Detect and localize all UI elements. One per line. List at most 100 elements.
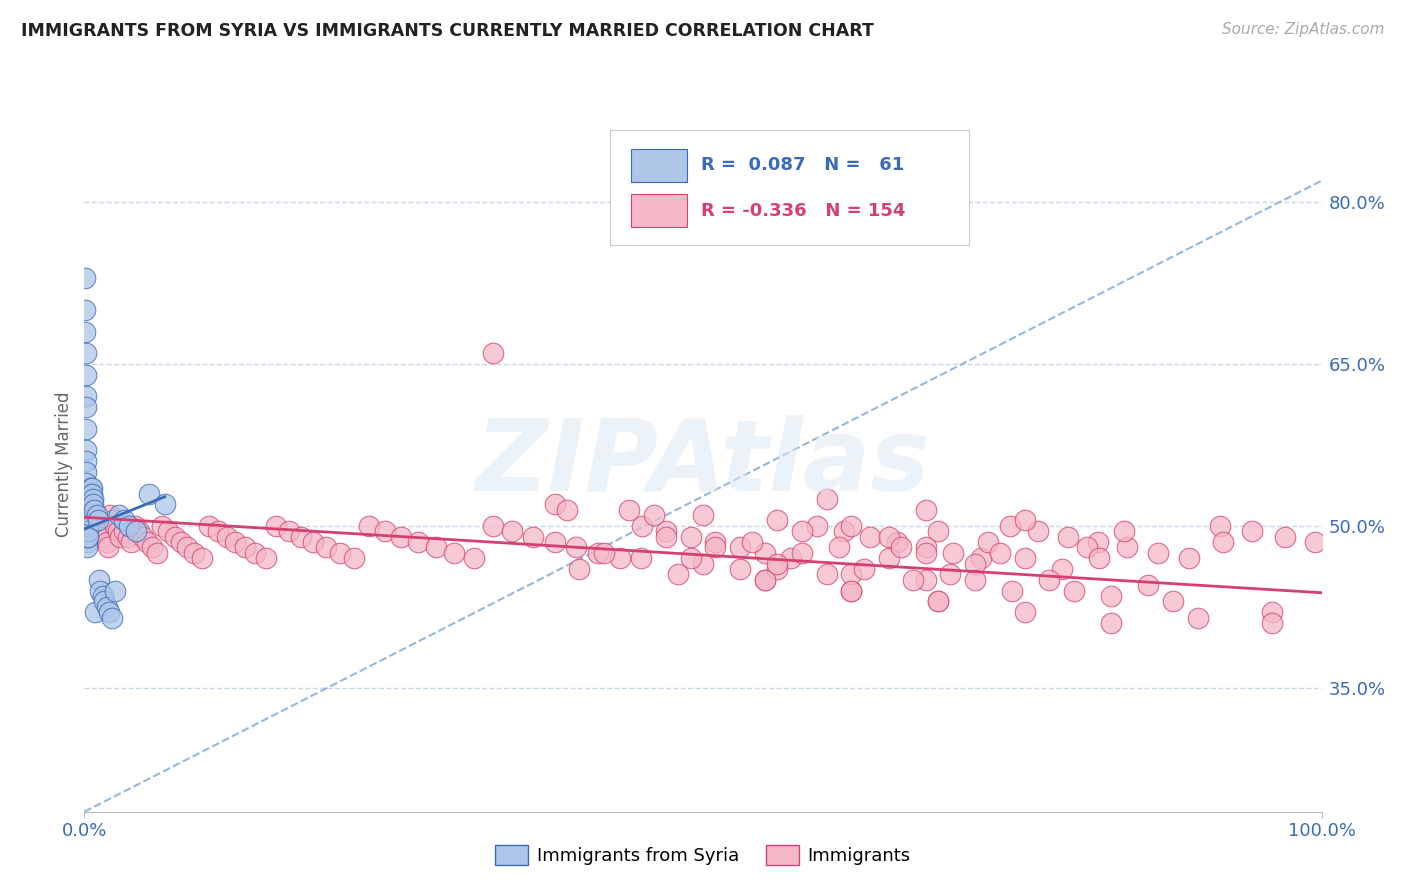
Point — [1187, 610, 1209, 624]
Point — [1001, 583, 1024, 598]
Legend: Immigrants from Syria, Immigrants: Immigrants from Syria, Immigrants — [488, 838, 918, 872]
Point — [125, 524, 148, 539]
Point — [1209, 519, 1232, 533]
Point — [841, 583, 863, 598]
Point — [666, 567, 689, 582]
Point — [83, 502, 105, 516]
Point — [112, 524, 135, 539]
Text: ZIPAtlas: ZIPAtlas — [475, 416, 931, 512]
Point — [890, 541, 912, 555]
Point — [1026, 524, 1049, 539]
Point — [927, 524, 949, 539]
Point — [1137, 578, 1160, 592]
Point — [79, 497, 101, 511]
Point — [75, 368, 97, 382]
Point — [998, 519, 1021, 533]
Point — [191, 551, 214, 566]
Point — [1241, 524, 1264, 539]
Point — [118, 519, 141, 533]
Point — [138, 486, 160, 500]
Point — [104, 583, 127, 598]
Point — [75, 401, 97, 415]
Point — [1050, 562, 1073, 576]
Point — [79, 491, 101, 506]
Point — [1305, 535, 1327, 549]
Point — [86, 508, 108, 522]
Text: Source: ZipAtlas.com: Source: ZipAtlas.com — [1222, 22, 1385, 37]
Point — [75, 486, 97, 500]
Point — [942, 546, 965, 560]
Point — [183, 546, 205, 560]
Point — [73, 270, 96, 285]
Point — [89, 573, 111, 587]
Point — [76, 530, 98, 544]
Point — [374, 524, 396, 539]
Point — [343, 551, 366, 566]
Point — [96, 599, 118, 614]
Point — [593, 546, 616, 560]
Point — [927, 594, 949, 608]
Point — [1178, 551, 1201, 566]
Point — [136, 535, 159, 549]
Point — [75, 346, 97, 360]
Y-axis label: Currently Married: Currently Married — [55, 391, 73, 537]
Point — [425, 541, 447, 555]
Point — [1212, 535, 1234, 549]
Point — [207, 524, 229, 539]
Point — [970, 551, 993, 566]
Point — [832, 524, 855, 539]
Point — [83, 508, 105, 522]
Point — [150, 519, 173, 533]
Point — [841, 567, 863, 582]
Point — [976, 535, 998, 549]
Point — [766, 562, 789, 576]
Point — [564, 541, 586, 555]
Point — [224, 535, 246, 549]
Point — [76, 513, 98, 527]
Point — [806, 519, 828, 533]
Point — [754, 573, 776, 587]
Text: R =  0.087   N =   61: R = 0.087 N = 61 — [700, 156, 904, 174]
Point — [1112, 524, 1135, 539]
Point — [124, 519, 146, 533]
Point — [939, 567, 962, 582]
Point — [254, 551, 277, 566]
Point — [82, 497, 104, 511]
Point — [754, 573, 776, 587]
Point — [75, 443, 97, 458]
Point — [329, 546, 352, 560]
Point — [76, 541, 98, 555]
Point — [988, 546, 1011, 560]
Point — [914, 546, 936, 560]
Point — [841, 583, 863, 598]
Point — [965, 557, 987, 571]
Point — [215, 530, 238, 544]
Point — [815, 567, 838, 582]
Point — [141, 541, 163, 555]
Point — [93, 530, 115, 544]
Point — [790, 524, 813, 539]
Point — [1161, 594, 1184, 608]
Point — [408, 535, 430, 549]
Point — [389, 530, 412, 544]
Point — [117, 530, 139, 544]
FancyBboxPatch shape — [631, 149, 688, 182]
Point — [112, 513, 135, 527]
Point — [1063, 583, 1085, 598]
Point — [728, 541, 751, 555]
Point — [77, 481, 100, 495]
Point — [481, 346, 503, 360]
Point — [1014, 605, 1036, 619]
Point — [463, 551, 485, 566]
Point — [741, 535, 763, 549]
Point — [1038, 573, 1060, 587]
Point — [120, 535, 142, 549]
Point — [481, 519, 503, 533]
Point — [73, 303, 96, 318]
Point — [80, 481, 103, 495]
Point — [877, 551, 900, 566]
Point — [79, 491, 101, 506]
Point — [75, 475, 97, 490]
Point — [79, 486, 101, 500]
Point — [754, 546, 776, 560]
